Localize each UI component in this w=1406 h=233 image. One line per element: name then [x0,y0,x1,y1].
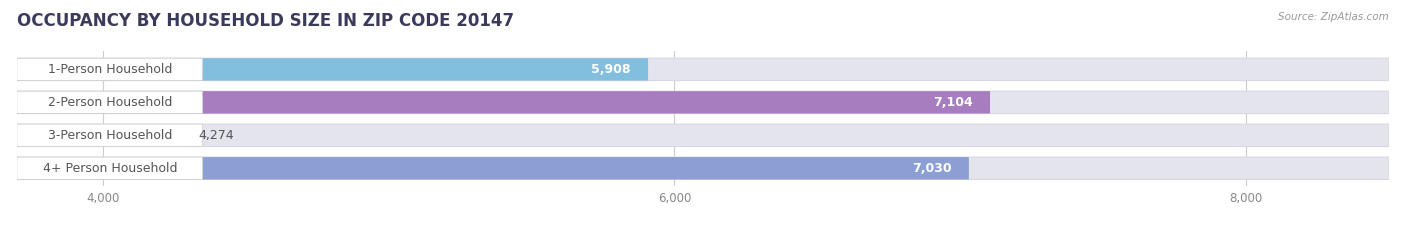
FancyBboxPatch shape [17,91,990,113]
Text: 5,908: 5,908 [592,63,631,76]
FancyBboxPatch shape [17,124,1389,147]
Text: Source: ZipAtlas.com: Source: ZipAtlas.com [1278,12,1389,22]
Text: 7,104: 7,104 [934,96,973,109]
FancyBboxPatch shape [17,91,1389,113]
FancyBboxPatch shape [17,58,648,81]
FancyBboxPatch shape [17,157,1389,179]
Text: 7,030: 7,030 [912,162,952,175]
FancyBboxPatch shape [17,58,202,81]
Text: OCCUPANCY BY HOUSEHOLD SIZE IN ZIP CODE 20147: OCCUPANCY BY HOUSEHOLD SIZE IN ZIP CODE … [17,12,515,30]
FancyBboxPatch shape [17,157,202,179]
Text: 3-Person Household: 3-Person Household [48,129,172,142]
Text: 4+ Person Household: 4+ Person Household [42,162,177,175]
FancyBboxPatch shape [17,91,202,113]
FancyBboxPatch shape [17,124,181,147]
Text: 2-Person Household: 2-Person Household [48,96,172,109]
FancyBboxPatch shape [17,58,1389,81]
FancyBboxPatch shape [17,124,202,147]
Text: 1-Person Household: 1-Person Household [48,63,172,76]
FancyBboxPatch shape [17,157,969,179]
Text: 4,274: 4,274 [198,129,233,142]
